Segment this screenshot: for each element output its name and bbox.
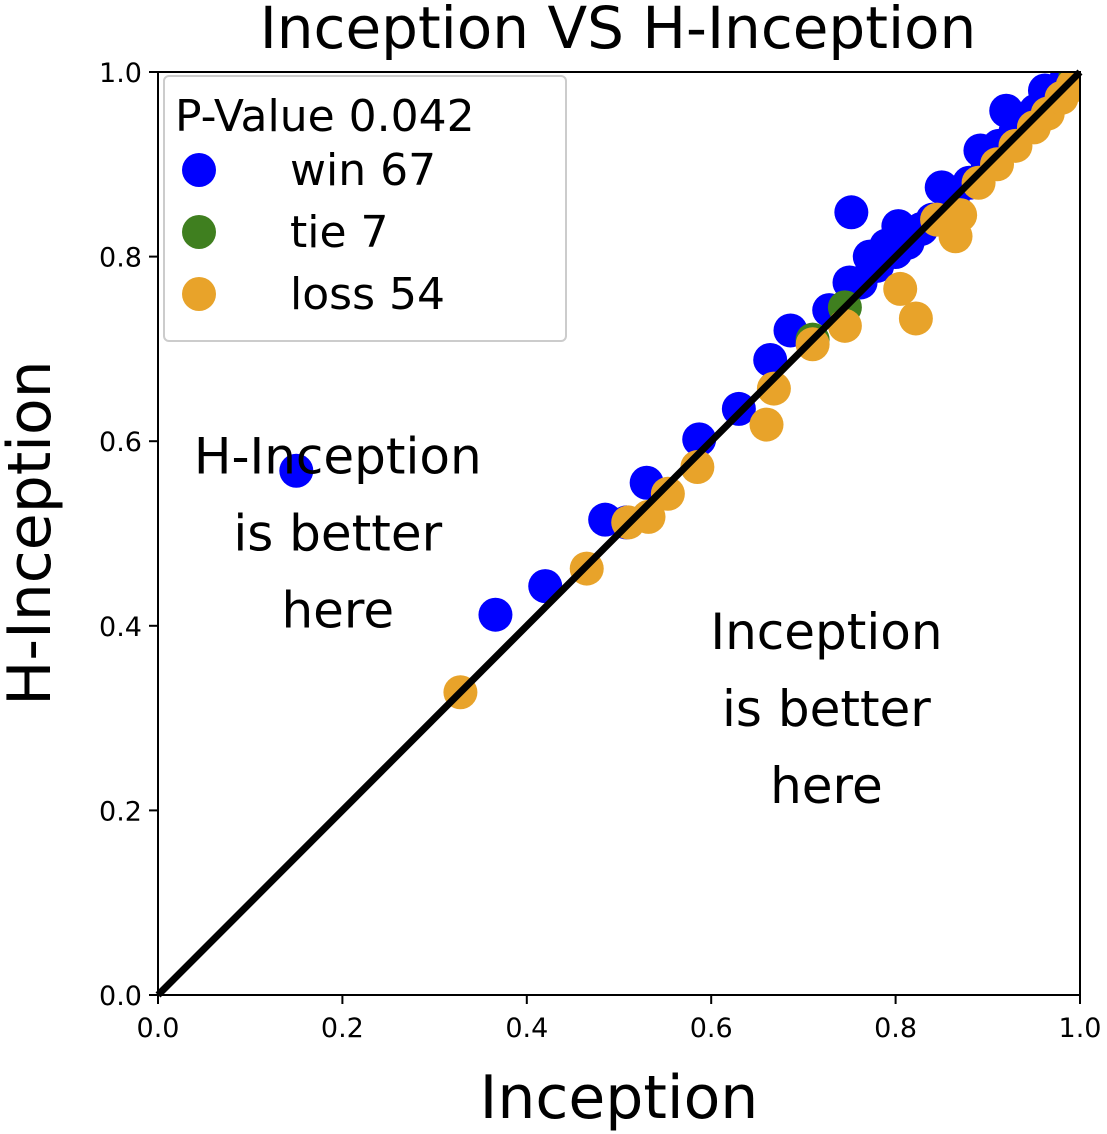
diagonal-reference-line	[155, 69, 1083, 998]
x-tick-label-1: 0.2	[321, 1013, 364, 1044]
point-win-12	[834, 195, 869, 230]
point-loss-4	[650, 476, 685, 511]
point-loss-10	[883, 271, 918, 306]
point-loss-6	[749, 407, 784, 442]
point-loss-5	[680, 450, 715, 485]
legend-title: P-Value 0.042	[175, 91, 475, 142]
x-tick-label-4: 0.8	[874, 1013, 917, 1044]
point-loss-14	[943, 198, 978, 233]
x-tick-label-0: 0.0	[137, 1013, 180, 1044]
x-axis-label: Inception	[480, 1063, 759, 1133]
annotation-1-line-0: Inception	[710, 603, 942, 661]
annotation-1-line-2: here	[770, 757, 883, 815]
annotation-1-line-1: is better	[722, 680, 931, 738]
legend-marker-2	[182, 277, 216, 311]
legend-marker-0	[182, 153, 216, 187]
point-loss-11	[898, 301, 933, 336]
y-tick-label-3: 0.6	[99, 427, 142, 458]
annotation-0-line-1: is better	[233, 505, 442, 563]
point-win-1	[478, 597, 513, 632]
y-tick-label-0: 0.0	[99, 981, 142, 1012]
x-tick-label-2: 0.4	[505, 1013, 548, 1044]
legend-marker-1	[182, 215, 216, 249]
point-loss-9	[827, 308, 862, 343]
point-loss-21	[1055, 72, 1080, 103]
y-tick-label-4: 0.8	[99, 243, 142, 274]
chart-title: Inception VS H-Inception	[260, 0, 977, 62]
legend-entry-1: tie 7	[290, 207, 389, 258]
x-tick-label-5: 1.0	[1059, 1013, 1102, 1044]
y-axis-label: H-Inception	[0, 360, 65, 705]
legend-entry-0: win 67	[290, 145, 436, 196]
x-tick-label-3: 0.6	[690, 1013, 733, 1044]
legend-box	[163, 75, 567, 342]
point-win-0	[279, 453, 314, 488]
annotation-0-line-2: here	[281, 582, 394, 640]
plot-frame	[157, 71, 1081, 996]
legend-entry-2: loss 54	[290, 269, 445, 320]
axes-layer: 0.0 0.2 0.4 0.6 0.8 1.0 0.0 0.2 0.4 0.6 0.8 1.0	[99, 58, 1101, 1044]
point-win-8	[753, 342, 788, 377]
y-tick-label-5: 1.0	[99, 58, 142, 89]
annotation-layer: H-Inception is better here Inception is bett…	[194, 428, 943, 815]
y-tick-label-2: 0.4	[99, 612, 142, 643]
point-loss-7	[756, 371, 791, 406]
y-tick-label-1: 0.2	[99, 796, 142, 827]
reference-line-layer	[155, 69, 1083, 998]
annotation-0-line-0: H-Inception	[194, 428, 482, 486]
